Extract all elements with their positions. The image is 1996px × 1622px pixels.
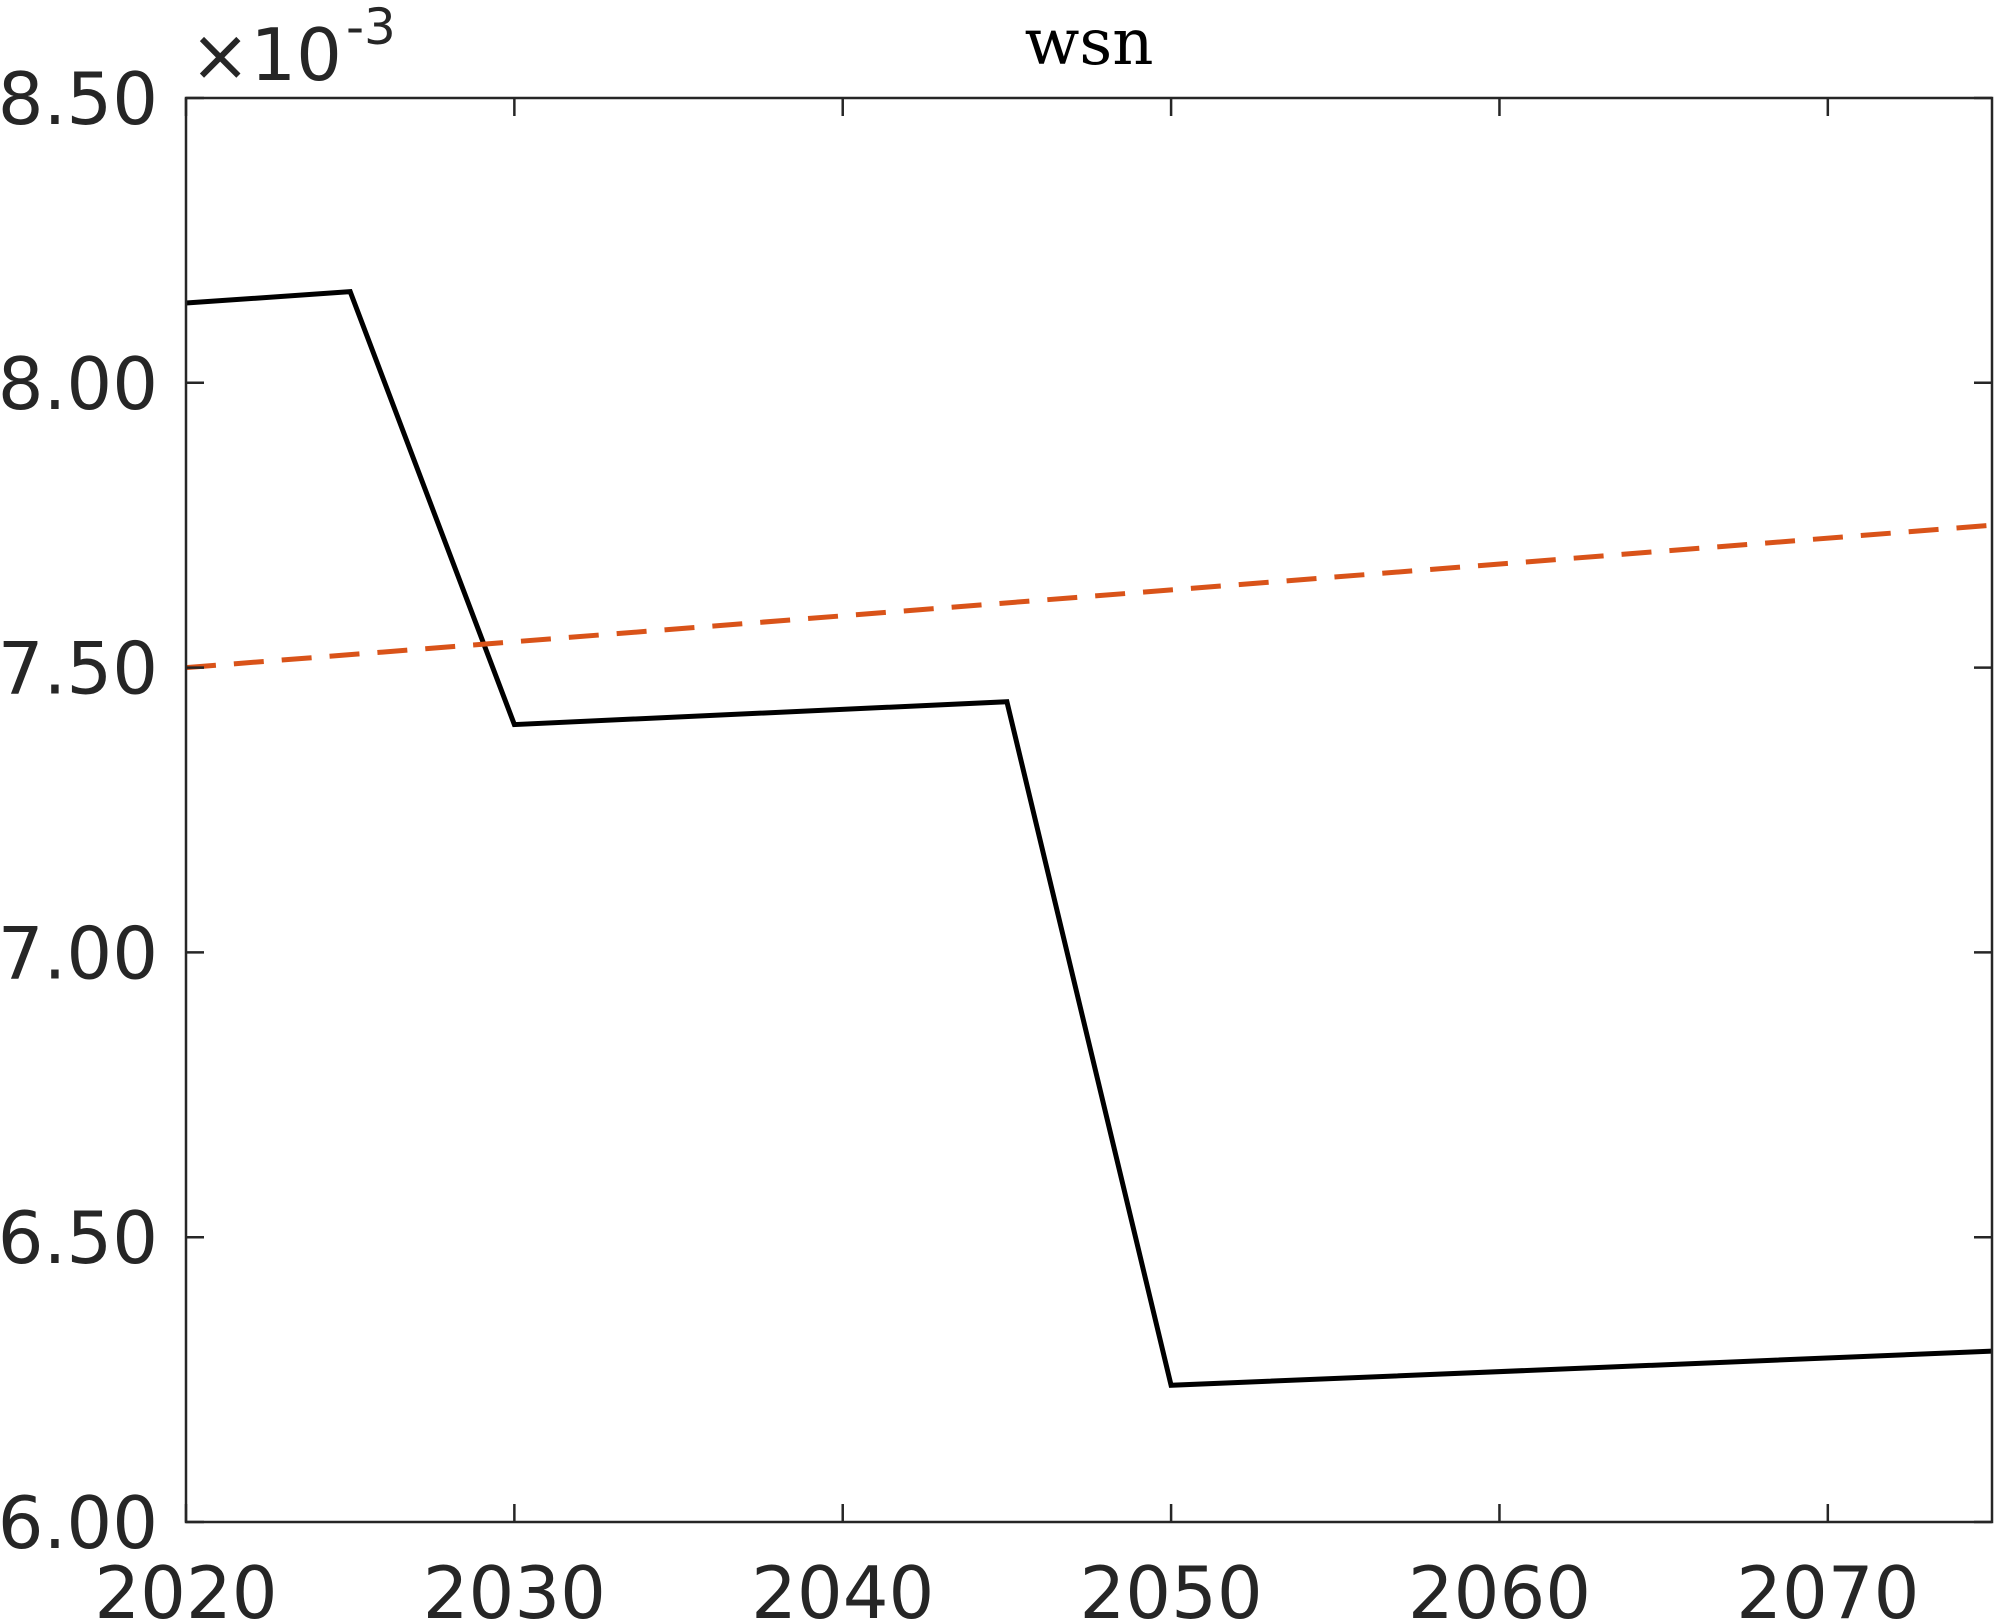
series-line-1 <box>185 289 1993 1388</box>
x-tick-label: 2030 <box>423 1551 606 1622</box>
y-tick-label: 7.50 <box>0 627 158 711</box>
y-tick-label: 6.50 <box>0 1196 158 1280</box>
chart-title: wsn <box>1025 6 1154 80</box>
x-tick-label: 2020 <box>94 1551 277 1622</box>
y-tick-label: 8.00 <box>0 342 158 426</box>
x-tick-label: 2070 <box>1736 1551 1919 1622</box>
x-tick-label: 2040 <box>751 1551 934 1622</box>
y-tick-label: 7.00 <box>0 911 158 995</box>
series-line-2 <box>185 522 1993 671</box>
y-axis-exponent-base: ×10 <box>190 13 342 97</box>
y-tick-label: 8.50 <box>0 57 158 141</box>
y-axis-exponent: ×10 -3 <box>190 0 396 97</box>
x-tick-label: 2050 <box>1079 1551 1262 1622</box>
y-axis-exponent-power: -3 <box>346 0 396 56</box>
y-tick-label: 6.00 <box>0 1481 158 1565</box>
axes-frame <box>184 96 1994 1524</box>
axes-layer: 2020 2030 2040 2050 2060 2070 6.00 6.50 7.00 7.50… <box>0 57 1994 1622</box>
series-layer <box>185 289 1993 1388</box>
x-tick-label: 2060 <box>1408 1551 1591 1622</box>
plot-background <box>186 98 1992 1522</box>
